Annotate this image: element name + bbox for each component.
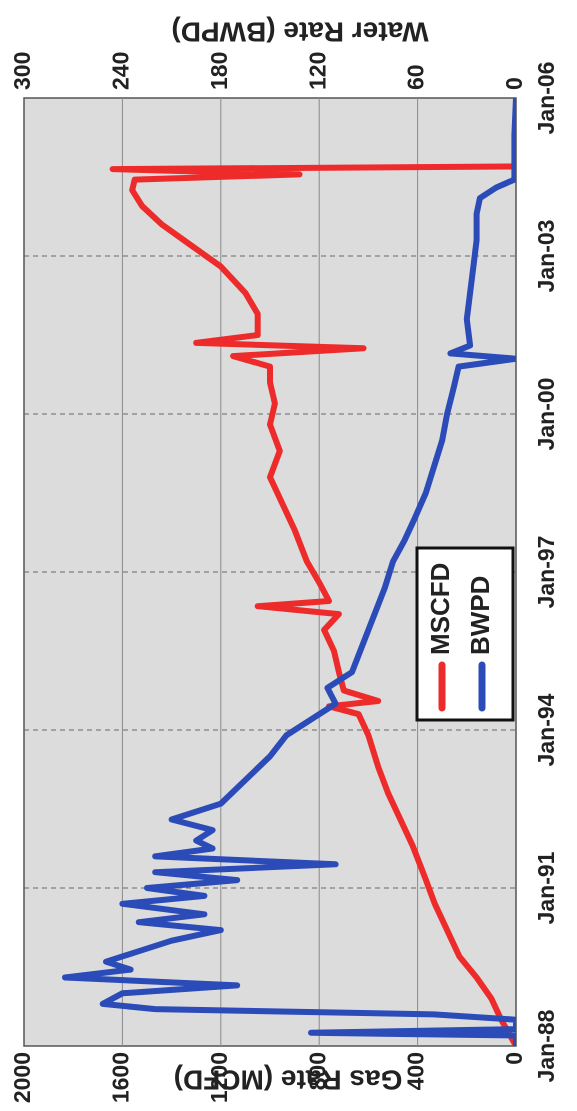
x-tick-label: Jan-00 [533, 378, 559, 451]
right-tick-label: 120 [304, 52, 330, 90]
grid-lines [24, 98, 516, 1046]
legend-label-bwpd: BWPD [465, 576, 495, 655]
x-tick-label: Jan-88 [533, 1009, 559, 1082]
right-tick-label: 180 [206, 52, 232, 90]
left-axis-title: Gas Rate (MCFD) [174, 1065, 403, 1096]
right-tick-label: 240 [107, 52, 133, 90]
x-tick-label: Jan-97 [533, 536, 559, 609]
left-tick-label: 400 [403, 1052, 429, 1090]
legend: MSCFD BWPD [415, 546, 515, 722]
left-tick-label: 800 [304, 1052, 330, 1090]
x-axis-ticks: Jan-88 Jan-91 Jan-94 Jan-97 Jan-00 Jan-03 Jan-… [533, 62, 559, 1083]
x-tick-label: Jan-91 [533, 851, 559, 924]
x-tick-label: Jan-94 [533, 693, 559, 766]
x-tick-label: Jan-06 [533, 62, 559, 135]
right-tick-label: 0 [501, 77, 527, 90]
legend-box [415, 546, 515, 722]
series-line-bwpd [62, 98, 516, 1046]
legend-label-mscfd: MSCFD [425, 563, 455, 655]
right-tick-label: 60 [403, 64, 429, 90]
series-layer [62, 98, 516, 1046]
left-axis-ticks: 0 400 800 1200 1600 2000 [9, 1052, 527, 1103]
series-line-mscfd [109, 163, 516, 1046]
left-tick-label: 2000 [9, 1052, 35, 1103]
left-tick-label: 0 [501, 1052, 527, 1065]
left-tick-label: 1200 [206, 1052, 232, 1103]
right-axis-title: Water Rate (BWPD) [171, 17, 428, 48]
right-tick-label: 300 [9, 52, 35, 90]
right-axis-ticks: 0 60 120 180 240 300 [9, 52, 527, 90]
x-tick-label: Jan-03 [533, 220, 559, 293]
left-tick-label: 1600 [107, 1052, 133, 1103]
